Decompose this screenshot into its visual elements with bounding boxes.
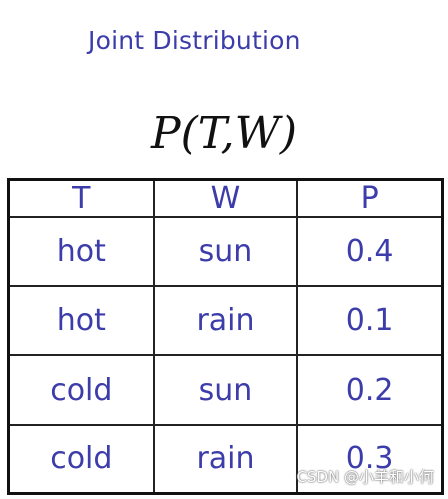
- cell-w: rain: [152, 423, 299, 492]
- slide-title: Joint Distribution: [88, 26, 301, 55]
- formula-text: P(T,W): [150, 108, 298, 159]
- table-row: hot sun 0.4: [10, 215, 441, 288]
- cell-p: 0.3: [296, 423, 441, 492]
- cell-p: 0.4: [296, 215, 441, 288]
- cell-w: sun: [152, 354, 299, 426]
- cell-t: hot: [10, 285, 155, 357]
- cell-t: cold: [10, 423, 155, 492]
- table-row: cold rain 0.3: [10, 423, 441, 492]
- column-header-p: P: [296, 181, 441, 218]
- cell-t: cold: [10, 354, 155, 426]
- cell-w: sun: [152, 215, 299, 288]
- cell-t: hot: [10, 215, 155, 288]
- cell-w: rain: [152, 285, 299, 357]
- joint-distribution-table: T W P hot sun 0.4 hot rain 0.1 cold sun …: [10, 181, 441, 492]
- csdn-watermark: CSDN @小羊和小何: [296, 468, 434, 486]
- column-header-t: T: [10, 181, 155, 218]
- column-header-w: W: [152, 181, 299, 218]
- joint-probability-formula: P(T,W): [0, 108, 448, 159]
- cell-p: 0.2: [296, 354, 441, 426]
- table-row: hot rain 0.1: [10, 285, 441, 357]
- cell-p: 0.1: [296, 285, 441, 357]
- joint-distribution-table-frame: T W P hot sun 0.4 hot rain 0.1 cold sun …: [7, 178, 444, 495]
- table-row: cold sun 0.2: [10, 354, 441, 426]
- table-header-row: T W P: [10, 181, 441, 218]
